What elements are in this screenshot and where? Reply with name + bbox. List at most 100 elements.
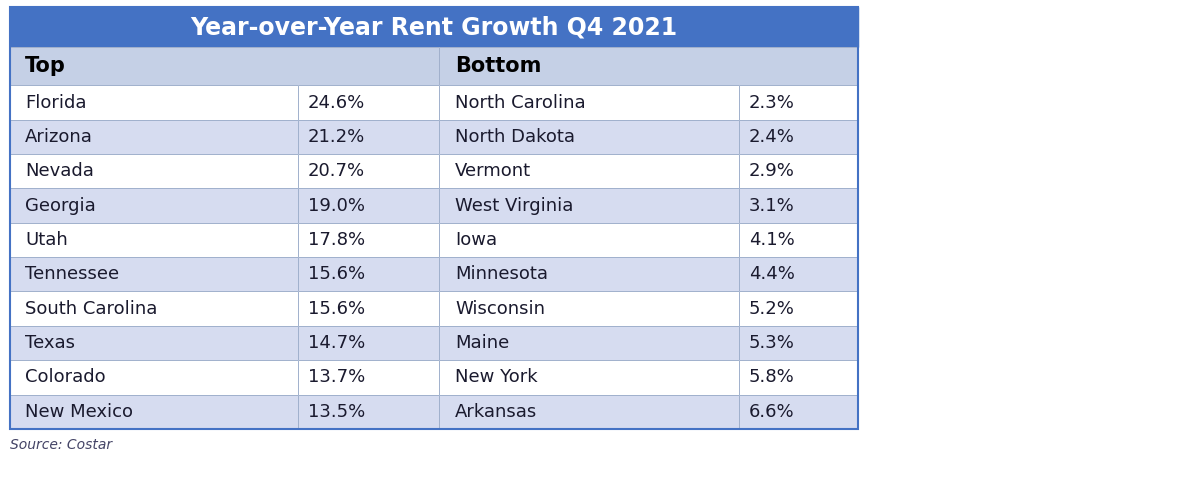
Text: 6.6%: 6.6% [749,403,794,421]
Text: 5.8%: 5.8% [749,368,794,387]
Bar [439,154,739,188]
Bar [298,120,439,154]
Text: 14.7%: 14.7% [307,334,365,352]
Text: 2.9%: 2.9% [749,162,794,180]
Bar [739,360,858,394]
Text: North Carolina: North Carolina [455,94,586,111]
Bar [739,188,858,223]
Text: New York: New York [455,368,538,387]
Bar [739,188,858,223]
Text: 15.6%: 15.6% [307,265,365,283]
Bar [10,394,298,429]
Bar [439,360,739,394]
Text: Top: Top [25,56,66,76]
Bar [10,85,298,120]
Bar [439,85,739,120]
Bar [439,188,739,223]
Text: 13.7%: 13.7% [307,368,365,387]
Bar [298,154,439,188]
Bar [739,257,858,291]
Bar [10,47,439,85]
Bar [439,85,739,120]
Bar [298,257,439,291]
Text: 13.5%: 13.5% [307,403,365,421]
Bar [10,257,298,291]
Text: 21.2%: 21.2% [307,128,365,146]
Bar [439,120,739,154]
Bar [439,120,739,154]
Bar [739,326,858,360]
Bar [439,291,739,326]
Bar [739,360,858,394]
Bar [10,188,298,223]
Text: North Dakota: North Dakota [455,128,575,146]
Bar [10,154,298,188]
Bar [439,360,739,394]
Bar [739,85,858,120]
Bar [439,257,739,291]
Bar [10,394,298,429]
Bar [739,120,858,154]
Bar [10,7,858,47]
Bar [10,188,298,223]
Bar [739,154,858,188]
Bar [10,257,298,291]
Text: Arizona: Arizona [25,128,94,146]
Text: West Virginia: West Virginia [455,197,574,214]
Text: Tennessee: Tennessee [25,265,119,283]
Text: Vermont: Vermont [455,162,532,180]
Bar [10,47,439,85]
Bar [298,223,439,257]
Bar [298,257,439,291]
Bar [10,291,298,326]
Bar [739,154,858,188]
Bar [298,223,439,257]
Bar [439,394,739,429]
Bar [298,360,439,394]
Bar [739,85,858,120]
Bar [739,394,858,429]
Text: Texas: Texas [25,334,76,352]
Bar [739,223,858,257]
Text: 2.4%: 2.4% [749,128,794,146]
Bar [439,154,739,188]
Bar [439,326,739,360]
Text: 5.2%: 5.2% [749,300,794,317]
Text: 4.4%: 4.4% [749,265,794,283]
Bar [739,291,858,326]
Bar [10,85,298,120]
Bar [10,120,298,154]
Text: 24.6%: 24.6% [307,94,365,111]
Text: 4.1%: 4.1% [749,231,794,249]
Bar [739,257,858,291]
Bar [10,326,298,360]
Bar [739,291,858,326]
Bar [439,291,739,326]
Bar [298,360,439,394]
Text: 20.7%: 20.7% [307,162,365,180]
Text: 17.8%: 17.8% [307,231,365,249]
Bar [298,188,439,223]
Text: Arkansas: Arkansas [455,403,538,421]
Bar [10,154,298,188]
Text: South Carolina: South Carolina [25,300,157,317]
Text: Utah: Utah [25,231,68,249]
Text: Minnesota: Minnesota [455,265,548,283]
Bar [10,7,858,429]
Bar [298,154,439,188]
Text: 3.1%: 3.1% [749,197,794,214]
Text: Florida: Florida [25,94,86,111]
Text: 2.3%: 2.3% [749,94,794,111]
Bar [298,188,439,223]
Text: Colorado: Colorado [25,368,106,387]
Bar [10,223,298,257]
Text: 19.0%: 19.0% [307,197,365,214]
Bar [298,85,439,120]
Bar [439,47,858,85]
Text: Nevada: Nevada [25,162,94,180]
Text: Bottom: Bottom [455,56,541,76]
Bar [439,394,739,429]
Bar [739,223,858,257]
Text: 5.3%: 5.3% [749,334,794,352]
Bar [298,120,439,154]
